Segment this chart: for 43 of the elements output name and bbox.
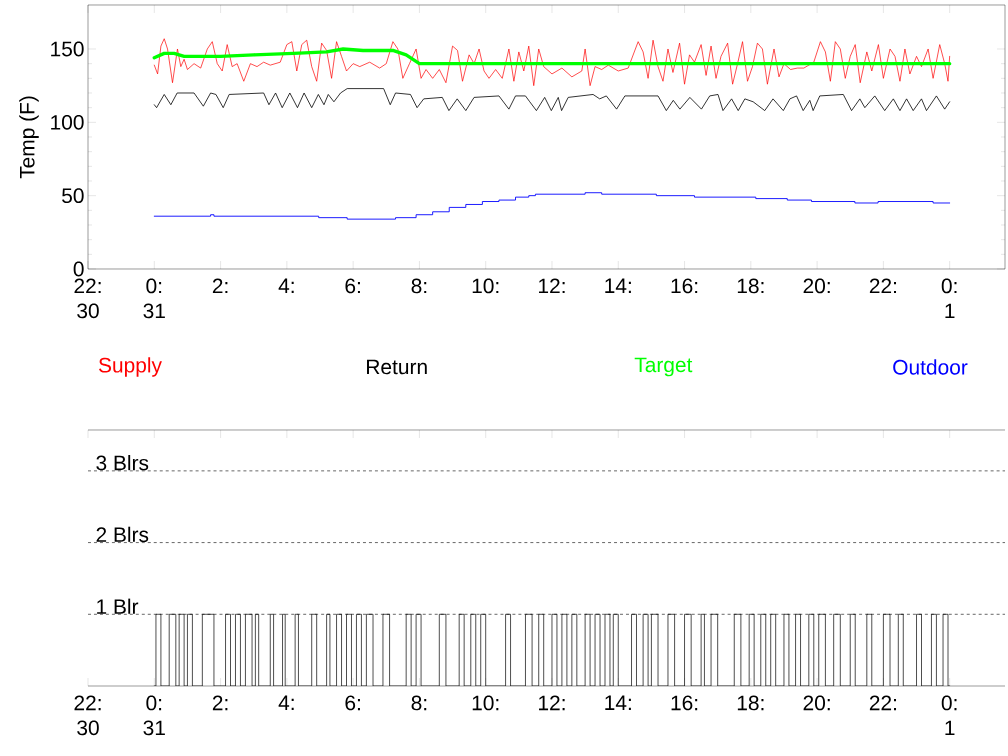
x-tick-label: 16: [671, 278, 698, 294]
text: Supply [98, 357, 162, 377]
x-tick-label: 12: [539, 278, 565, 294]
x-tick-label: 14: [605, 278, 631, 293]
x-tick-label: 18: [737, 278, 764, 294]
x-tick-label: 18: [737, 695, 764, 711]
x-tick-label: 4: [278, 278, 294, 293]
x-tick-label: 0: 31 [143, 695, 165, 736]
x-tick-label: 22: [869, 278, 897, 294]
x-tick-label: 12: [539, 695, 565, 711]
x-tick-label: 2: [212, 278, 228, 294]
x-tick-label: 2: [212, 695, 228, 711]
y-tick-label: 150 [51, 41, 84, 57]
x-tick-label: 22: 30 [74, 278, 101, 319]
x-tick-label: 22: 30 [74, 695, 101, 736]
line-series [153, 88, 951, 111]
x-tick-label: 20: [803, 278, 830, 294]
y-tick-label: 3 Blrs [96, 454, 149, 471]
x-tick-label: 6: [345, 278, 360, 294]
x-tick-label: 8: [411, 278, 427, 294]
x-tick-label: 0: 1 [941, 278, 957, 319]
line-series [152, 47, 952, 66]
x-tick-label: 14: [605, 695, 631, 710]
y-tick-label: 2 Blrs [96, 526, 149, 543]
x-tick-label: 20: [803, 695, 830, 711]
x-tick-label: 10: [472, 695, 499, 711]
x-tick-label: 4: [278, 695, 294, 710]
y-axis-title: Temp (F) [19, 96, 39, 179]
y-tick-label: 50 [62, 188, 84, 204]
y-tick-label: 100 [51, 114, 84, 130]
text: Outdoor [893, 359, 968, 375]
y-tick-label: 1 Blr [97, 598, 139, 614]
text: Target [634, 357, 693, 377]
x-tick-label: 16: [671, 695, 698, 711]
text: Return [367, 359, 427, 375]
x-tick-label: 0: 31 [143, 278, 165, 319]
x-tick-label: 22: [869, 695, 897, 711]
x-tick-label: 6: [345, 695, 360, 711]
x-tick-label: 10: [472, 278, 499, 294]
x-tick-label: 0: 1 [941, 695, 957, 736]
y-tick-label: 0 [73, 261, 84, 277]
line-series [153, 38, 951, 87]
x-tick-label: 8: [411, 695, 427, 711]
